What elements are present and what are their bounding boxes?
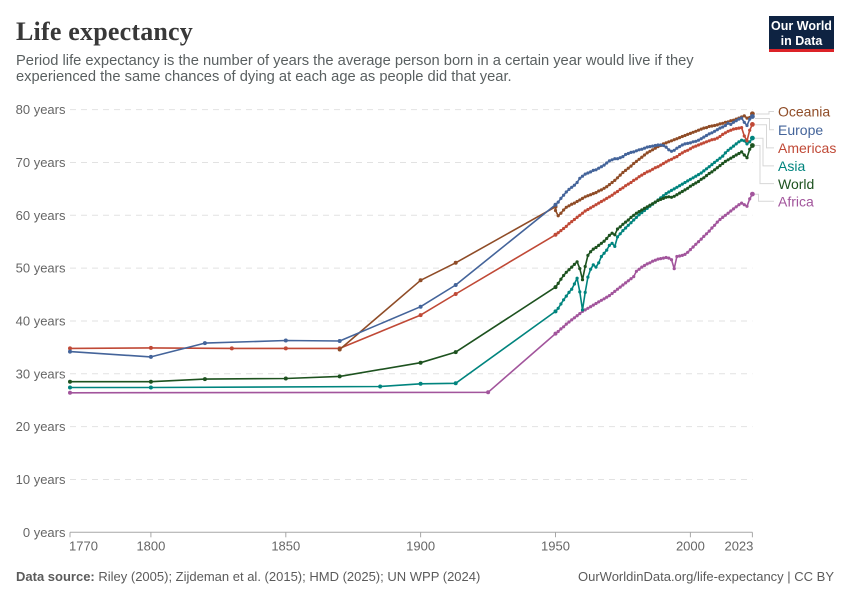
svg-text:30 years: 30 years <box>16 366 66 381</box>
svg-text:Oceania: Oceania <box>778 104 830 120</box>
svg-text:World: World <box>778 176 814 192</box>
svg-text:Africa: Africa <box>778 193 814 209</box>
svg-text:0 years: 0 years <box>23 525 66 540</box>
svg-text:80 years: 80 years <box>16 102 66 117</box>
svg-text:10 years: 10 years <box>16 472 66 487</box>
svg-text:Europe: Europe <box>778 122 823 138</box>
svg-text:2023: 2023 <box>724 538 753 553</box>
svg-text:70 years: 70 years <box>16 155 66 170</box>
svg-text:1770: 1770 <box>69 538 98 553</box>
svg-text:1800: 1800 <box>136 538 165 553</box>
svg-text:1900: 1900 <box>406 538 435 553</box>
svg-text:20 years: 20 years <box>16 419 66 434</box>
svg-text:Asia: Asia <box>778 158 805 174</box>
svg-text:60 years: 60 years <box>16 208 66 223</box>
svg-text:1850: 1850 <box>271 538 300 553</box>
svg-text:40 years: 40 years <box>16 313 66 328</box>
svg-text:1950: 1950 <box>541 538 570 553</box>
svg-text:50 years: 50 years <box>16 261 66 276</box>
svg-text:2000: 2000 <box>676 538 705 553</box>
svg-text:Americas: Americas <box>778 140 836 156</box>
